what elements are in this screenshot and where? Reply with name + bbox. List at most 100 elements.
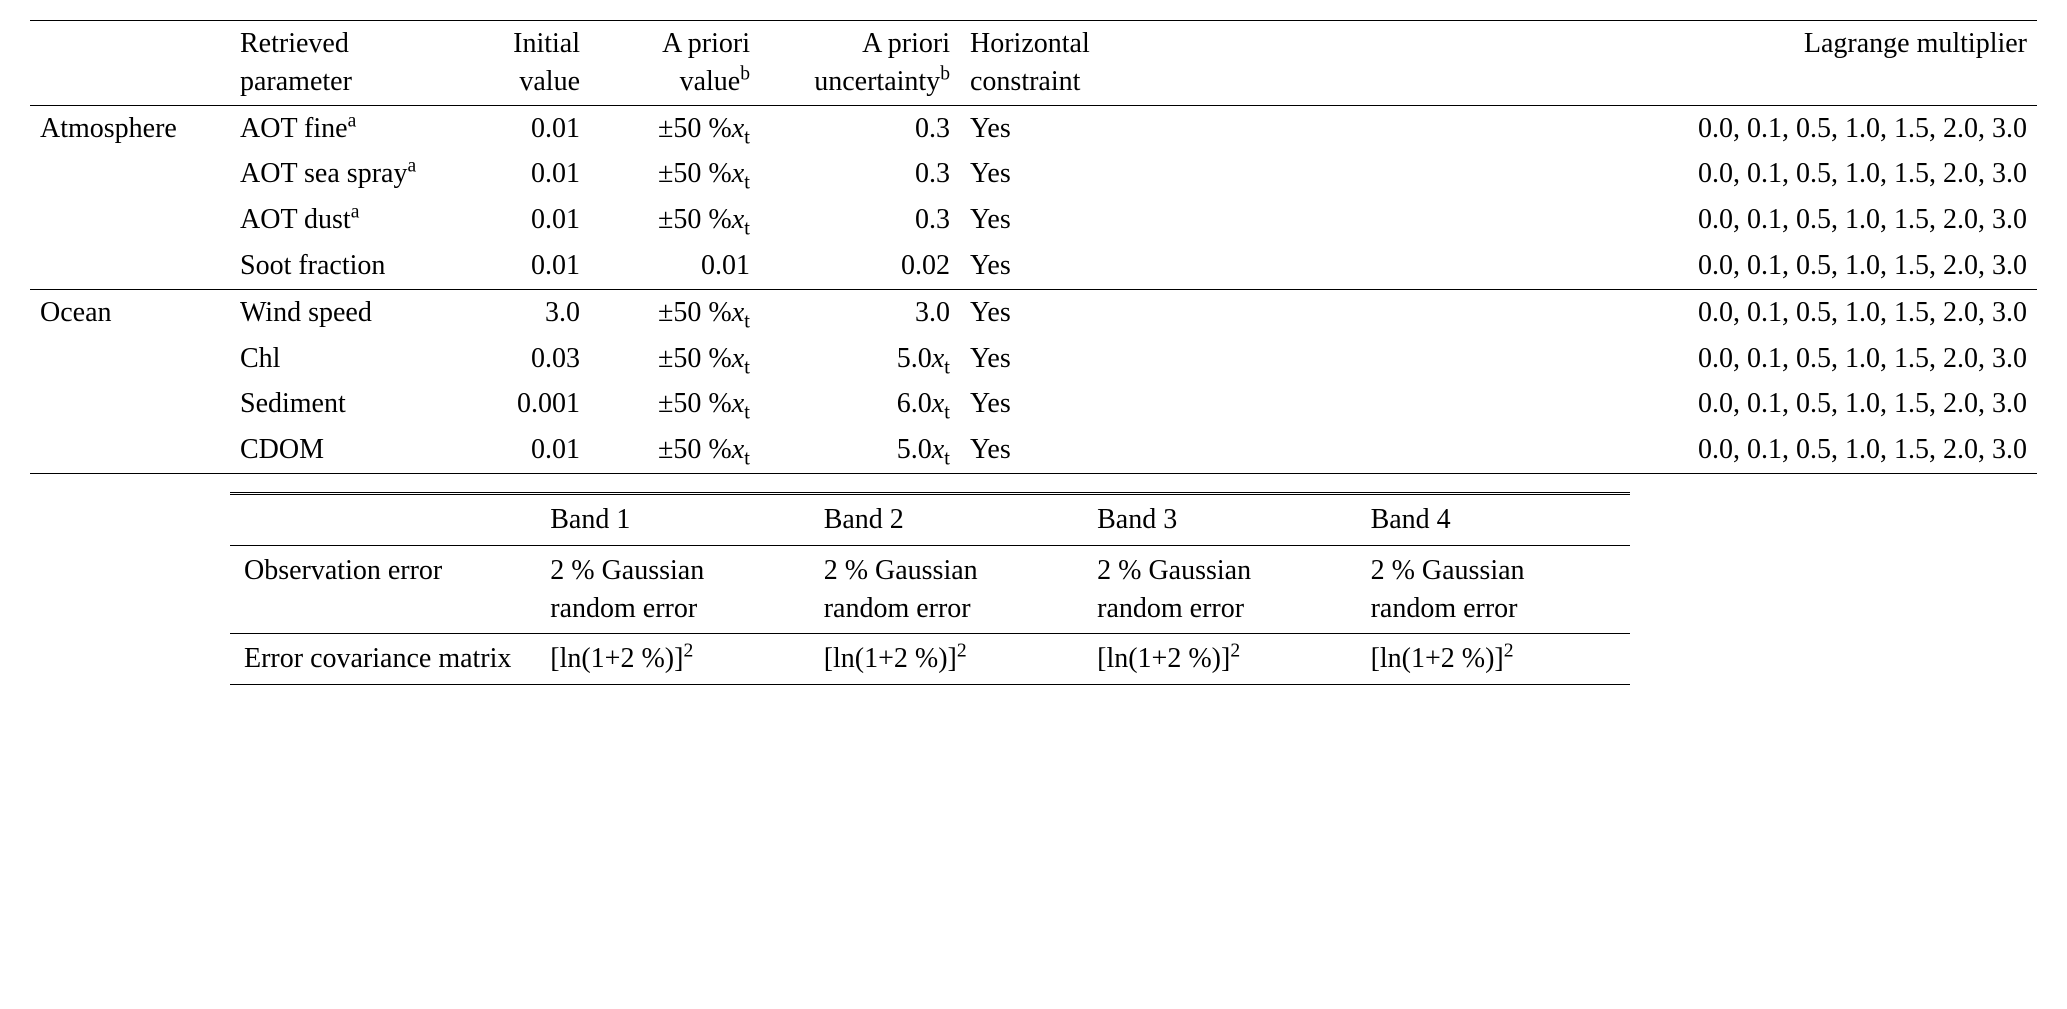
horizontal-cell: Yes	[960, 427, 1130, 473]
priori-uncertainty-cell: 0.3	[760, 151, 960, 197]
bands-cell: [ln(1+2 %)]2	[1083, 634, 1356, 685]
parameters-table: Retrieved parameter Initial value A prio…	[30, 20, 2037, 474]
param-sup: a	[351, 202, 360, 223]
bands-row: Error covariance matrix[ln(1+2 %)]2[ln(1…	[230, 634, 1630, 685]
param-cell: Soot fraction	[230, 243, 460, 289]
table-row: Soot fraction0.010.010.02Yes0.0, 0.1, 0.…	[30, 243, 2037, 289]
bands-cell: 2 % Gaussian random error	[536, 545, 809, 634]
category-cell	[30, 381, 230, 427]
bands-cell: [ln(1+2 %)]2	[810, 634, 1083, 685]
param-cell: Sediment	[230, 381, 460, 427]
priori-uncertainty-cell: 6.0xt	[760, 381, 960, 427]
header-priori-unc-sup: b	[940, 63, 950, 84]
lagrange-cell: 0.0, 0.1, 0.5, 1.0, 1.5, 2.0, 3.0	[1130, 105, 2037, 151]
initial-cell: 0.01	[460, 427, 590, 473]
horizontal-cell: Yes	[960, 197, 1130, 243]
category-cell: Atmosphere	[30, 105, 230, 151]
table-row: Chl0.03±50 %xt5.0xtYes0.0, 0.1, 0.5, 1.0…	[30, 336, 2037, 382]
priori-uncertainty-cell: 5.0xt	[760, 336, 960, 382]
table-row: Sediment0.001±50 %xt6.0xtYes0.0, 0.1, 0.…	[30, 381, 2037, 427]
lagrange-cell: 0.0, 0.1, 0.5, 1.0, 1.5, 2.0, 3.0	[1130, 243, 2037, 289]
category-cell	[30, 243, 230, 289]
priori-value-cell: ±50 %xt	[590, 336, 760, 382]
priori-value-cell: 0.01	[590, 243, 760, 289]
bands-cell: [ln(1+2 %)]2	[1357, 634, 1630, 685]
horizontal-cell: Yes	[960, 243, 1130, 289]
category-cell	[30, 427, 230, 473]
category-cell: Ocean	[30, 289, 230, 335]
table-row: AtmosphereAOT finea0.01±50 %xt0.3Yes0.0,…	[30, 105, 2037, 151]
bands-cell: 2 % Gaussian random error	[810, 545, 1083, 634]
table-row: AOT dusta0.01±50 %xt0.3Yes0.0, 0.1, 0.5,…	[30, 197, 2037, 243]
param-cell: Chl	[230, 336, 460, 382]
header-horizontal: Horizontal constraint	[960, 21, 1130, 106]
initial-cell: 0.001	[460, 381, 590, 427]
bands-cell: [ln(1+2 %)]2	[536, 634, 809, 685]
param-cell: AOT dusta	[230, 197, 460, 243]
bands-header-blank	[230, 493, 536, 545]
table-row: AOT sea spraya0.01±50 %xt0.3Yes0.0, 0.1,…	[30, 151, 2037, 197]
header-category	[30, 21, 230, 106]
param-sup: a	[407, 156, 416, 177]
table-row: OceanWind speed3.0±50 %xt3.0Yes0.0, 0.1,…	[30, 289, 2037, 335]
priori-uncertainty-cell: 5.0xt	[760, 427, 960, 473]
header-param: Retrieved parameter	[230, 21, 460, 106]
header-priori-uncertainty: A priori uncertaintyb	[760, 21, 960, 106]
initial-cell: 0.03	[460, 336, 590, 382]
param-cell: Wind speed	[230, 289, 460, 335]
lagrange-cell: 0.0, 0.1, 0.5, 1.0, 1.5, 2.0, 3.0	[1130, 336, 2037, 382]
horizontal-cell: Yes	[960, 151, 1130, 197]
horizontal-cell: Yes	[960, 289, 1130, 335]
bands-header-3: Band 3	[1083, 493, 1356, 545]
priori-uncertainty-cell: 3.0	[760, 289, 960, 335]
lagrange-cell: 0.0, 0.1, 0.5, 1.0, 1.5, 2.0, 3.0	[1130, 381, 2037, 427]
bands-table: Band 1 Band 2 Band 3 Band 4 Observation …	[230, 492, 1630, 685]
lagrange-cell: 0.0, 0.1, 0.5, 1.0, 1.5, 2.0, 3.0	[1130, 289, 2037, 335]
param-cell: AOT finea	[230, 105, 460, 151]
bands-header-2: Band 2	[810, 493, 1083, 545]
priori-uncertainty-cell: 0.3	[760, 197, 960, 243]
priori-value-cell: ±50 %xt	[590, 289, 760, 335]
initial-cell: 0.01	[460, 105, 590, 151]
param-cell: AOT sea spraya	[230, 151, 460, 197]
bands-row-label: Error covariance matrix	[230, 634, 536, 685]
header-lagrange: Lagrange multiplier	[1130, 21, 2037, 106]
bands-cell: 2 % Gaussian random error	[1357, 545, 1630, 634]
initial-cell: 0.01	[460, 243, 590, 289]
bands-header-4: Band 4	[1357, 493, 1630, 545]
bands-header-1: Band 1	[536, 493, 809, 545]
category-cell	[30, 336, 230, 382]
priori-value-cell: ±50 %xt	[590, 381, 760, 427]
lagrange-cell: 0.0, 0.1, 0.5, 1.0, 1.5, 2.0, 3.0	[1130, 197, 2037, 243]
horizontal-cell: Yes	[960, 105, 1130, 151]
category-cell	[30, 151, 230, 197]
header-priori-unc-text: A priori uncertainty	[814, 28, 950, 97]
param-sup: a	[348, 110, 357, 131]
param-cell: CDOM	[230, 427, 460, 473]
priori-value-cell: ±50 %xt	[590, 151, 760, 197]
bands-header-row: Band 1 Band 2 Band 3 Band 4	[230, 493, 1630, 545]
lagrange-cell: 0.0, 0.1, 0.5, 1.0, 1.5, 2.0, 3.0	[1130, 151, 2037, 197]
priori-uncertainty-cell: 0.02	[760, 243, 960, 289]
initial-cell: 3.0	[460, 289, 590, 335]
header-row: Retrieved parameter Initial value A prio…	[30, 21, 2037, 106]
category-cell	[30, 197, 230, 243]
initial-cell: 0.01	[460, 197, 590, 243]
table-row: CDOM0.01±50 %xt5.0xtYes0.0, 0.1, 0.5, 1.…	[30, 427, 2037, 473]
priori-value-cell: ±50 %xt	[590, 427, 760, 473]
bands-row-label: Observation error	[230, 545, 536, 634]
header-priori-value-text: A priori value	[662, 28, 750, 97]
bands-cell: 2 % Gaussian random error	[1083, 545, 1356, 634]
header-initial: Initial value	[460, 21, 590, 106]
priori-value-cell: ±50 %xt	[590, 197, 760, 243]
closing-rule	[30, 473, 2037, 474]
bands-row: Observation error2 % Gaussian random err…	[230, 545, 1630, 634]
initial-cell: 0.01	[460, 151, 590, 197]
horizontal-cell: Yes	[960, 336, 1130, 382]
priori-uncertainty-cell: 0.3	[760, 105, 960, 151]
priori-value-cell: ±50 %xt	[590, 105, 760, 151]
horizontal-cell: Yes	[960, 381, 1130, 427]
header-priori-value-sup: b	[740, 63, 750, 84]
lagrange-cell: 0.0, 0.1, 0.5, 1.0, 1.5, 2.0, 3.0	[1130, 427, 2037, 473]
header-priori-value: A priori valueb	[590, 21, 760, 106]
